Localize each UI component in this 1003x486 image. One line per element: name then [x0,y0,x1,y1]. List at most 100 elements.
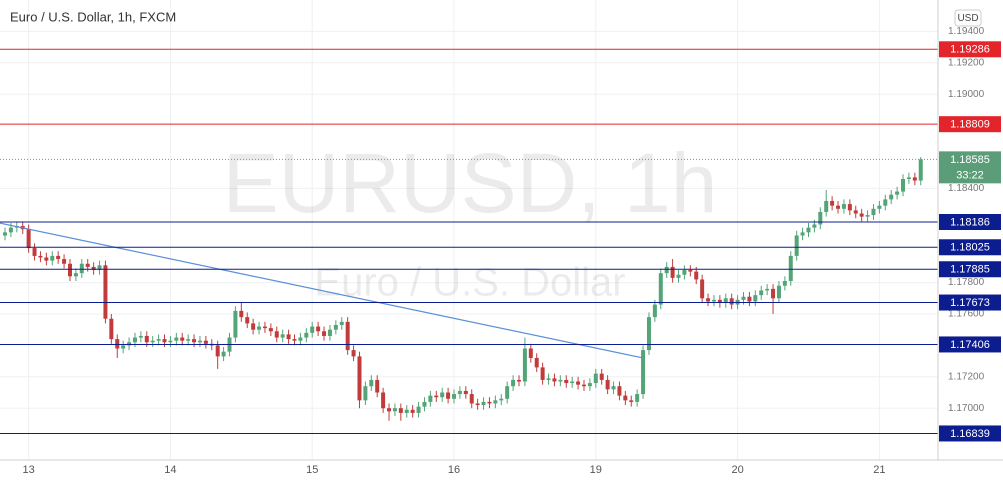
candle-body [771,288,776,299]
candle-body [398,408,403,413]
currency-button[interactable] [954,9,982,27]
candle-body [469,394,474,404]
level-label-box [939,425,1001,442]
candle-body [150,340,155,343]
trend-line [0,222,644,359]
y-tick-label: 1.19200 [948,57,985,68]
candle-body [853,210,858,214]
candle-body [44,257,49,261]
candle-body [446,392,451,399]
x-tick-label: 20 [731,464,743,476]
level-label: 1.17673 [950,297,990,309]
candle-body [493,400,498,404]
currency-label[interactable]: USD [957,13,978,24]
candle-body [776,285,781,299]
countdown-label: 33:22 [956,169,984,181]
candle-body [782,281,787,286]
candle-body [174,337,179,341]
x-tick-label: 13 [23,464,35,476]
candle-body [404,409,409,413]
candle-body [906,177,911,179]
candle-body [197,340,202,343]
candle-body [156,339,161,341]
candle-body [392,408,397,412]
level-label: 1.17885 [950,264,990,276]
plot [0,48,938,434]
candle-body [274,331,279,338]
candle-body [286,334,291,340]
candle-body [599,373,604,380]
level-label-box [939,261,1001,278]
candle-body [251,323,256,330]
candle-body [747,296,752,302]
candle-body [257,326,262,330]
candle-body [706,298,711,302]
level-label: 1.19286 [950,44,990,56]
y-tick-label: 1.18400 [948,183,985,194]
candle-body [865,215,870,217]
candle-body [50,255,55,261]
candle-body [830,200,835,206]
candle-body [617,386,622,396]
axes: 1.19400 1.19200 1.19000 1.18400 1.17800 1.176… [23,26,1001,476]
candle-body [339,321,344,325]
candle-body [723,298,728,304]
candle-body [475,403,480,406]
candle-body [186,339,191,341]
candle-body [800,232,805,236]
chart-title: Euro / U.S. Dollar, 1h, FXCM [10,9,176,24]
candle-body [233,310,238,338]
candle-body [700,279,705,299]
candle-body [245,317,250,324]
level-label-box [939,336,1001,353]
candle-body [144,335,149,343]
candle-body [168,340,173,343]
candle-body [26,229,31,249]
candle-body [694,271,699,280]
candle-body [357,356,362,401]
candle-body [788,255,793,282]
candle-body [611,386,616,390]
candle-body [268,328,273,332]
candle-body [239,310,244,318]
candle-body [558,379,563,382]
candle-body [127,342,132,346]
watermark: EURUSD, 1h [223,136,718,230]
candle-body [292,339,297,341]
candle-body [62,259,67,264]
candle-body [505,386,510,399]
candle-body [741,296,746,300]
candle-body [452,394,457,399]
candle-body [192,339,197,343]
candle-body [912,177,917,181]
candle-body [918,159,923,181]
level-label: 1.18025 [950,242,990,254]
candle-body [121,345,126,349]
candle-body [652,304,657,318]
candle-body [812,224,817,228]
candle-body [859,213,864,217]
candle-body [103,265,108,319]
level-label-box [939,294,1001,311]
candle-body [841,204,846,209]
candle-body [729,298,734,305]
x-tick-label: 14 [164,464,176,476]
candle-body [316,326,321,332]
candle-body [3,232,7,236]
candle-body [363,386,368,401]
level-label: 1.18809 [950,119,990,131]
candle-body [546,378,551,380]
candle-body [481,401,486,406]
level-label-box [939,116,1001,133]
candle-body [794,235,799,256]
level-label-box [939,239,1001,256]
candle-body [641,350,646,395]
candle-body [428,395,433,402]
candle-body [434,395,439,398]
candle-body [8,227,13,233]
candle-body [806,227,811,233]
candle-body [381,392,386,409]
